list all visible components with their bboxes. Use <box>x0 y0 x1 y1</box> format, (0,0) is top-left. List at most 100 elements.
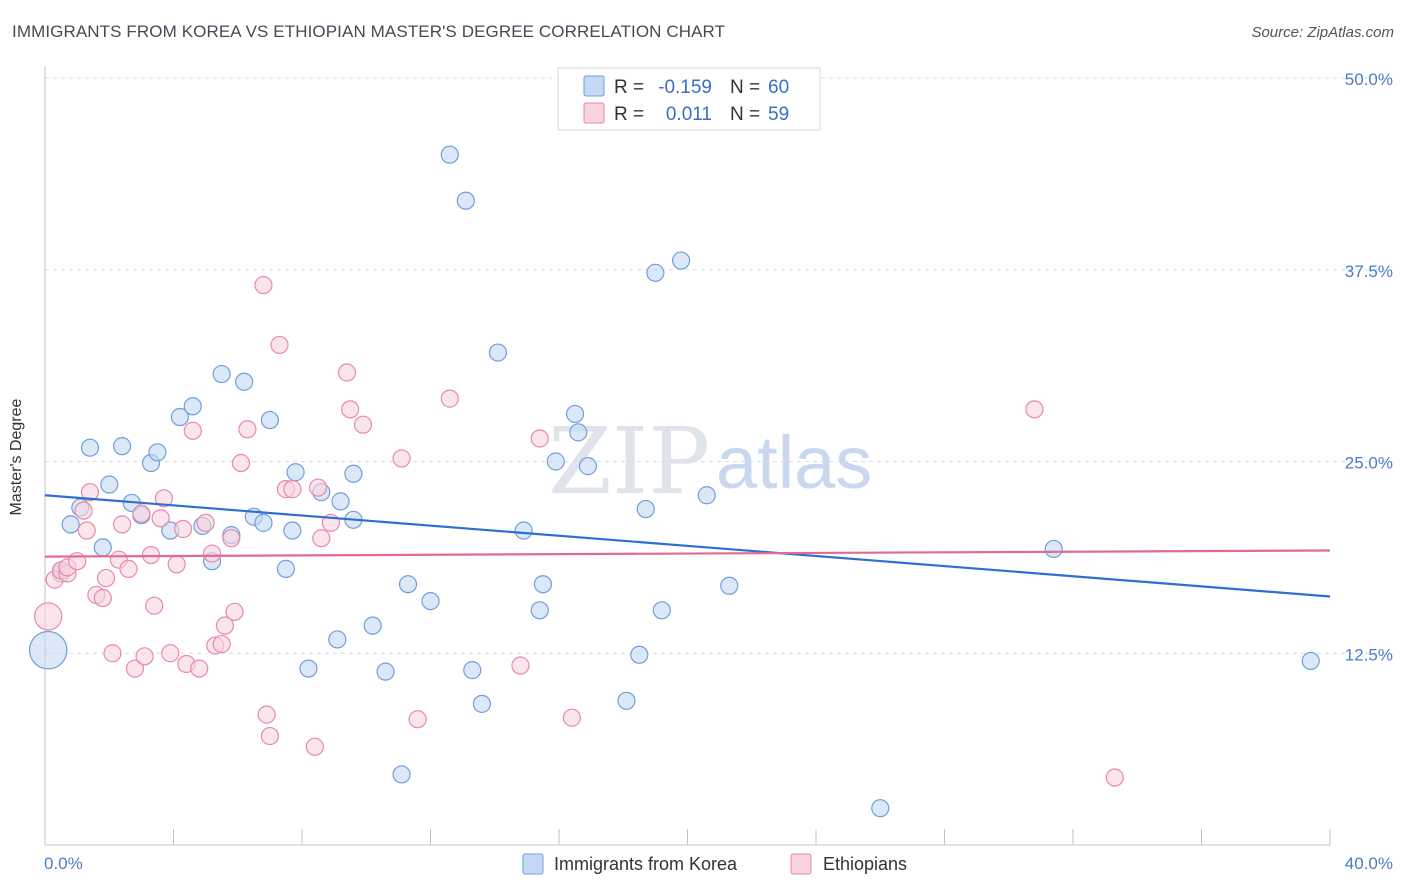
ethiopians-point <box>202 544 222 563</box>
korea-point <box>1044 539 1063 559</box>
legend-swatch-ethiopians <box>583 102 605 124</box>
korea-point <box>254 513 273 532</box>
korea-point <box>183 397 202 416</box>
korea-point <box>565 404 585 424</box>
ethiopians-point <box>215 616 234 635</box>
watermark-atlas: atlas <box>716 421 872 504</box>
korea-point <box>514 521 533 540</box>
ethiopians-point <box>161 644 180 663</box>
korea-point <box>100 475 119 494</box>
korea-point <box>630 645 649 664</box>
legend-swatch-korea <box>583 75 605 97</box>
ethiopians-point <box>74 501 93 520</box>
ethiopians-point <box>562 708 581 727</box>
korea-point <box>299 659 318 678</box>
ethiopians-point <box>238 420 257 439</box>
ethiopians-point <box>1025 400 1044 419</box>
ethiopians-point <box>119 559 138 578</box>
ethiopians-point <box>174 519 193 539</box>
korea-point <box>646 263 665 282</box>
korea-point <box>720 576 739 595</box>
ethiopians-point <box>1105 768 1124 787</box>
x-tick-label: 0.0% <box>44 854 83 873</box>
ethiopians-point <box>312 529 331 548</box>
korea-point <box>871 799 890 818</box>
korea-point <box>530 601 549 620</box>
korea-point <box>578 457 598 476</box>
ethiopians-point <box>341 400 360 419</box>
axes <box>44 66 1331 846</box>
korea-point <box>28 630 68 670</box>
ethiopians-point <box>183 421 202 440</box>
ethiopians-point <box>257 705 276 724</box>
ethiopians-point <box>353 415 373 434</box>
ethiopians-point <box>68 552 87 571</box>
grid-lines <box>45 77 1392 654</box>
ethiopians-point <box>254 275 273 295</box>
legend-r-value-korea: -0.159 <box>658 77 712 98</box>
korea-point <box>636 499 655 519</box>
korea-point <box>344 464 363 483</box>
ethiopians-point <box>337 363 357 382</box>
ethiopians-point <box>511 656 530 675</box>
stats-legend: R = -0.159 N = 60 R = 0.011 N = 59 <box>557 67 821 131</box>
data-points <box>28 145 1320 818</box>
korea-trend-line <box>44 494 1331 598</box>
y-tick-label: 25.0% <box>1345 454 1393 473</box>
ethiopians-point <box>145 596 164 615</box>
x-tick-label: 40.0% <box>1345 854 1393 873</box>
korea-point <box>276 559 296 578</box>
korea-point <box>697 486 716 505</box>
ethiopians-point <box>308 478 328 497</box>
korea-point <box>212 364 231 384</box>
legend-label-ethiopians: Ethiopians <box>823 854 907 874</box>
korea-point <box>1301 651 1320 671</box>
chart-title: IMMIGRANTS FROM KOREA VS ETHIOPIAN MASTE… <box>12 22 726 41</box>
korea-point <box>61 515 80 534</box>
ethiopians-point <box>93 588 112 608</box>
ethiopians-point <box>408 710 427 729</box>
ethiopians-point <box>392 449 411 468</box>
korea-point <box>363 616 382 635</box>
legend-r-value-ethiopians: 0.011 <box>666 104 712 125</box>
trend-lines <box>44 494 1331 598</box>
series-legend: Immigrants from Korea Ethiopians <box>522 853 907 875</box>
ethiopians-point <box>225 602 244 621</box>
ethiopians-point <box>190 659 209 678</box>
korea-point <box>283 521 302 540</box>
y-tick-label: 37.5% <box>1345 262 1393 281</box>
ethiopians-point <box>103 644 122 663</box>
y-tick-labels: 12.5% 25.0% 37.5% 50.0% <box>1345 70 1393 664</box>
korea-point <box>148 443 167 462</box>
ethiopians-point <box>77 521 96 540</box>
ethiopians-point <box>530 429 549 448</box>
korea-point <box>421 591 440 611</box>
legend-r-label-korea: R = <box>614 77 644 98</box>
ethiopians-point <box>283 480 302 499</box>
ethiopians-trend-line <box>44 549 1331 558</box>
legend-n-value-ethiopians: 59 <box>768 104 789 125</box>
korea-point <box>235 372 254 391</box>
korea-point <box>260 410 279 430</box>
korea-point <box>398 575 418 594</box>
korea-point <box>488 343 508 362</box>
ethiopians-point <box>154 489 173 508</box>
legend-swatch-immigrants-from-korea <box>522 853 544 875</box>
korea-point <box>533 575 553 594</box>
ethiopians-point <box>260 726 279 746</box>
korea-point <box>376 662 395 681</box>
ethiopians-point <box>440 389 459 408</box>
source-credit: Source: ZipAtlas.com <box>1251 24 1394 41</box>
ethiopians-point <box>112 515 132 534</box>
legend-r-label-ethiopians: R = <box>614 104 644 125</box>
ethiopians-point <box>125 659 145 678</box>
legend-label-immigrants-from-korea: Immigrants from Korea <box>554 854 738 874</box>
korea-point <box>456 191 475 210</box>
korea-point <box>652 601 671 620</box>
ethiopians-point <box>80 483 100 502</box>
y-tick-label: 50.0% <box>1345 70 1393 89</box>
korea-point <box>392 765 411 784</box>
ethiopians-point <box>196 513 215 532</box>
ethiopians-point <box>132 504 151 523</box>
